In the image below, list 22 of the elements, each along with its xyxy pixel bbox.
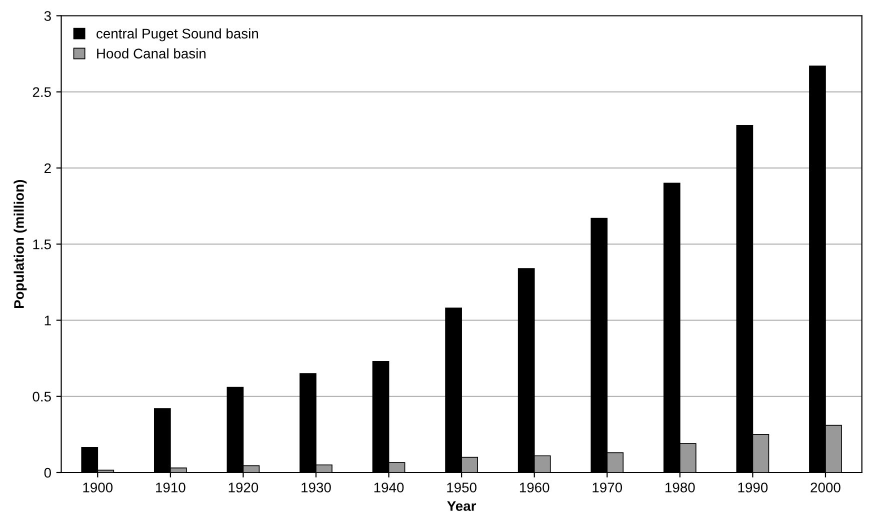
x-tick-label: 1980 xyxy=(666,482,695,492)
x-tick-label: 1920 xyxy=(228,482,258,492)
x-tick-label: 1900 xyxy=(83,482,113,492)
legend-label: Hood Canal basin xyxy=(97,48,206,58)
legend-label: central Puget Sound basin xyxy=(96,28,258,42)
y-tick-label: 1 xyxy=(44,316,51,326)
x-tick-label: 2000 xyxy=(810,482,840,492)
x-tick-label: 1990 xyxy=(738,482,768,492)
y-tick-label: 2.5 xyxy=(32,87,51,98)
y-tick-label: 3 xyxy=(44,11,51,21)
y-tick-label: 2 xyxy=(44,163,51,174)
x-tick-label: 1940 xyxy=(374,482,404,492)
x-tick-label: 1970 xyxy=(592,482,622,492)
x-tick-label: 1960 xyxy=(520,482,550,492)
y-tick-label: 0.5 xyxy=(32,392,51,402)
x-tick-label: 1910 xyxy=(156,482,186,492)
y-tick-label: 1.5 xyxy=(33,240,51,250)
x-tick-label: 1950 xyxy=(447,482,476,492)
x-tick-label: 1930 xyxy=(302,482,331,492)
x-axis-title: Year xyxy=(447,501,476,511)
y-tick-label: 0 xyxy=(44,468,51,478)
y-axis-title: Population (million) xyxy=(14,180,27,308)
